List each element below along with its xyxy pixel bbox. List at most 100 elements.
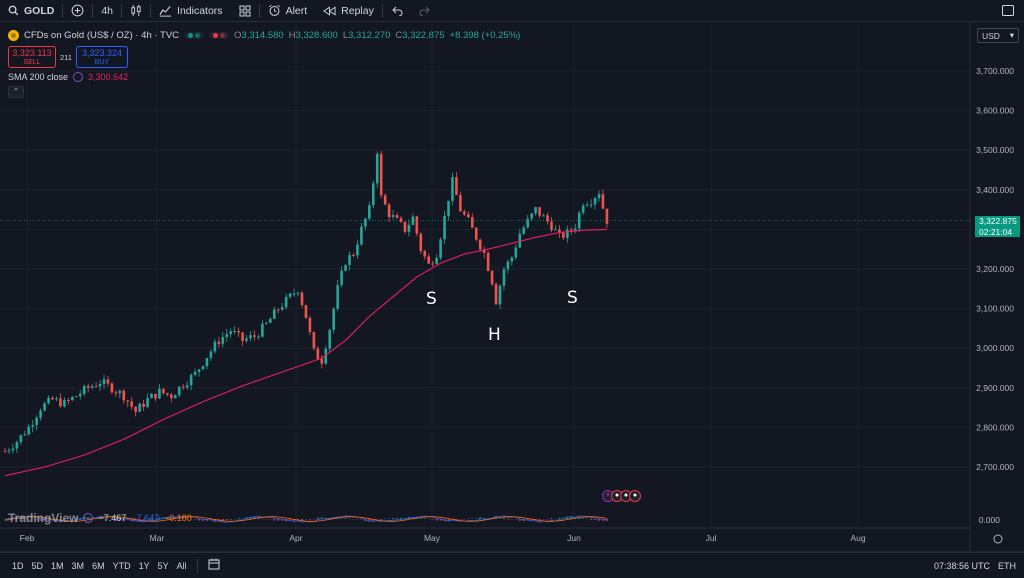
candle-body bbox=[3, 451, 7, 453]
replay-button[interactable]: Replay bbox=[315, 0, 382, 22]
candle-body bbox=[300, 292, 304, 306]
candle-body bbox=[142, 403, 145, 407]
oscillator-histogram-bar bbox=[202, 519, 204, 521]
range-button-ytd[interactable]: YTD bbox=[112, 560, 131, 571]
status-dot-icon bbox=[195, 33, 201, 38]
candle-body bbox=[55, 398, 58, 400]
price-tick-label: 3,500.000 bbox=[976, 145, 1014, 155]
oscillator-histogram-bar bbox=[23, 518, 26, 520]
chart-legend: CFDs on Gold (US$ / OZ) · 4h · TVC O3,31… bbox=[8, 29, 520, 98]
oscillator-histogram-bar bbox=[455, 519, 458, 520]
oscillator-histogram-bar bbox=[562, 517, 565, 519]
range-button-1d[interactable]: 1D bbox=[12, 560, 24, 571]
head-label[interactable]: H bbox=[488, 325, 501, 345]
sma-200-line[interactable] bbox=[4, 228, 607, 477]
indicator-icon bbox=[73, 72, 84, 82]
bar-countdown-label: 02:21:04 bbox=[975, 227, 1020, 237]
layouts-button[interactable] bbox=[231, 0, 259, 22]
indicators-button[interactable]: Indicators bbox=[151, 0, 231, 22]
range-button-1m[interactable]: 1M bbox=[51, 560, 64, 571]
settings-gear-icon[interactable] bbox=[993, 534, 1003, 544]
close-value: 3,322.875 bbox=[402, 30, 445, 41]
oscillator-histogram-bar bbox=[289, 519, 292, 521]
sma-label: SMA 200 close bbox=[8, 72, 69, 82]
candle-body bbox=[490, 270, 494, 285]
oscillator-histogram-bar bbox=[170, 516, 173, 519]
clock-time[interactable]: 07:38:56 UTC bbox=[933, 560, 990, 571]
candles-icon bbox=[131, 4, 141, 17]
candle-body bbox=[474, 227, 478, 240]
oscillator-histogram-bar bbox=[518, 519, 521, 521]
candle-body bbox=[601, 194, 605, 209]
range-button-all[interactable]: All bbox=[176, 560, 187, 571]
oscillator-histogram-bar bbox=[138, 519, 141, 521]
candle-body bbox=[573, 228, 577, 231]
buy-button[interactable]: 3,323.324 BUY bbox=[76, 46, 128, 68]
undo-button[interactable] bbox=[383, 0, 411, 22]
fullscreen-button[interactable] bbox=[994, 0, 1024, 22]
divider bbox=[150, 3, 152, 18]
candle-body bbox=[455, 177, 458, 196]
alert-button[interactable]: Alert bbox=[260, 0, 316, 22]
sell-button[interactable]: 3,323.113 SELL bbox=[8, 46, 56, 68]
oscillator-histogram-bar bbox=[324, 517, 327, 519]
candle-body bbox=[134, 406, 137, 412]
divider bbox=[196, 558, 198, 573]
oscillator-histogram-bar bbox=[574, 518, 577, 519]
oscillator-histogram-bar bbox=[241, 518, 244, 520]
collapse-legend-button[interactable]: ⌃ bbox=[8, 86, 24, 98]
high-value: 3,328.600 bbox=[295, 30, 338, 41]
oscillator-histogram-bar bbox=[63, 519, 66, 520]
range-button-3m[interactable]: 3M bbox=[71, 560, 85, 571]
oscillator-histogram-bar bbox=[110, 518, 113, 520]
session-toggle[interactable]: ETH bbox=[998, 560, 1016, 571]
left-shoulder-label[interactable]: S bbox=[426, 289, 437, 309]
oscillator-histogram-bar bbox=[463, 519, 466, 520]
range-button-5d[interactable]: 5D bbox=[31, 560, 44, 571]
oscillator-histogram-bar bbox=[182, 518, 185, 519]
close-key: C bbox=[395, 30, 403, 41]
candle-body bbox=[118, 390, 122, 394]
interval-button[interactable]: 4h bbox=[93, 0, 121, 22]
data-status-indicator[interactable] bbox=[209, 32, 230, 39]
range-button-6m[interactable]: 6M bbox=[92, 560, 105, 571]
candle-body bbox=[379, 153, 383, 196]
candle-body bbox=[510, 257, 514, 262]
us-flag-icon[interactable]: ● bbox=[629, 490, 641, 502]
oscillator-value-1: −7.467 bbox=[98, 513, 127, 523]
series-title[interactable]: CFDs on Gold (US$ / OZ) · 4h · TVC bbox=[24, 30, 180, 41]
candle-body bbox=[324, 348, 328, 364]
goto-date-button[interactable] bbox=[204, 558, 224, 573]
oscillator-histogram-bar bbox=[273, 519, 276, 521]
date-range-buttons: 1D 5D 1M 3M 6M YTD 1Y 5Y All bbox=[8, 561, 191, 571]
economic-events[interactable]: ⚡ ● ● ● bbox=[602, 490, 641, 502]
candle-body bbox=[550, 221, 553, 231]
oscillator-histogram-bar bbox=[510, 519, 513, 520]
compare-symbol-button[interactable] bbox=[63, 0, 92, 22]
oscillator-histogram-bar bbox=[233, 518, 236, 520]
redo-button[interactable] bbox=[411, 0, 439, 22]
market-status-indicator[interactable] bbox=[184, 32, 205, 39]
alarm-clock-icon bbox=[268, 4, 280, 16]
oscillator-histogram-bar bbox=[336, 517, 339, 519]
chart-area[interactable]: 3,700.000 3,600.000 3,500.000 3,400.000 3,30… bbox=[0, 23, 1024, 578]
oscillator-histogram-bar bbox=[277, 519, 280, 521]
symbol-search-button[interactable]: GOLD bbox=[0, 0, 62, 22]
right-shoulder-label[interactable]: S bbox=[567, 288, 578, 308]
oscillator-histogram-bar bbox=[27, 518, 30, 520]
gold-logo-icon bbox=[8, 30, 19, 41]
price-tick-label: 3,000.000 bbox=[976, 343, 1014, 353]
range-button-1y[interactable]: 1Y bbox=[138, 560, 150, 571]
candle-body bbox=[15, 442, 19, 449]
price-chart[interactable]: 3,700.000 3,600.000 3,500.000 3,400.000 3,30… bbox=[0, 23, 1024, 553]
chart-type-button[interactable] bbox=[122, 0, 150, 22]
candle-body bbox=[308, 318, 312, 333]
range-button-5y[interactable]: 5Y bbox=[157, 560, 169, 571]
price-tick-label: 3,600.000 bbox=[976, 106, 1014, 116]
oscillator-histogram-bar bbox=[483, 518, 486, 519]
oscillator-histogram-bar bbox=[542, 519, 545, 520]
sma-indicator-legend[interactable]: SMA 200 close 3,300.642 bbox=[8, 72, 520, 82]
price-tick-label: 2,800.000 bbox=[976, 422, 1014, 432]
candle-body bbox=[316, 348, 320, 359]
currency-select[interactable]: USD ▾ bbox=[977, 28, 1019, 43]
